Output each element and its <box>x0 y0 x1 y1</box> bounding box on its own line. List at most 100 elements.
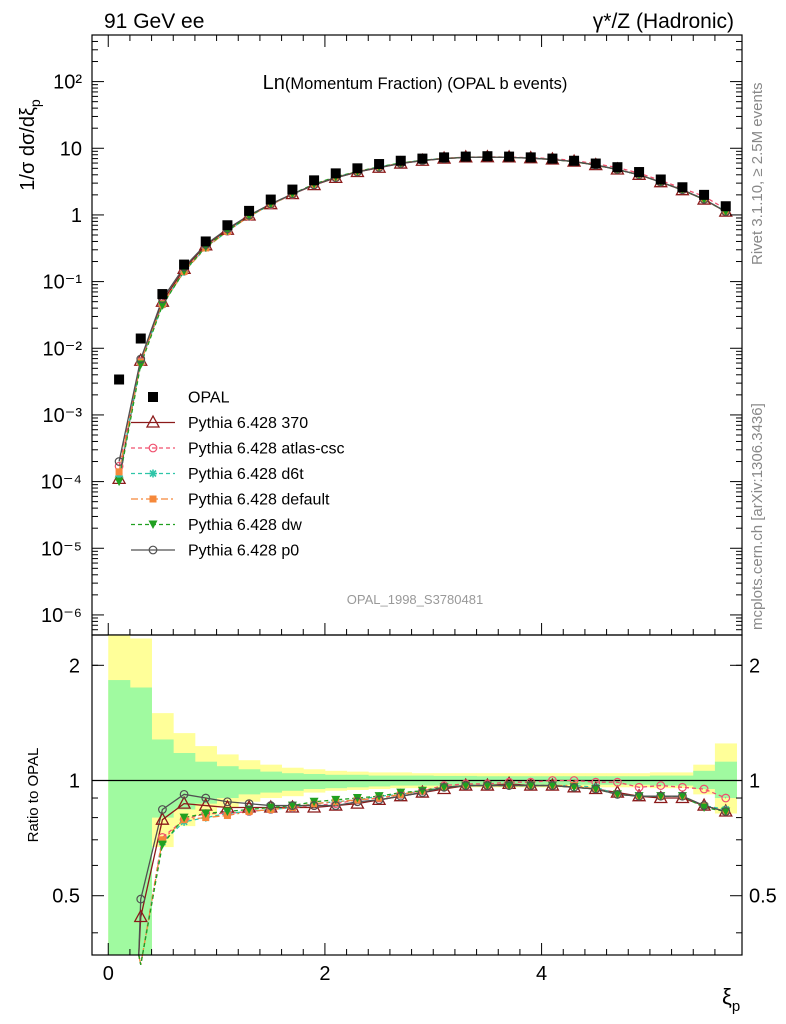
ratio-point-p370 <box>176 795 192 809</box>
ratio-point-dw <box>677 792 687 801</box>
band-inner <box>129 687 152 955</box>
legend-marker-data <box>148 392 158 402</box>
ratio-point-dw <box>699 803 709 813</box>
ratio-point-dw <box>591 785 601 794</box>
ratio-point-dw <box>244 805 254 814</box>
y-tick-label-main: 10⁻¹ <box>43 272 83 294</box>
main-point-data <box>634 167 645 178</box>
band-inner <box>238 769 261 795</box>
ratio-point-p0 <box>223 797 232 807</box>
main-point-p0 <box>114 457 124 466</box>
ratio-point-p0 <box>288 801 297 810</box>
band-inner <box>714 761 737 799</box>
legend-label-dw: Pythia 6.428 dw <box>188 517 302 534</box>
ratio-point-dw <box>266 803 276 813</box>
ratio-panel: 0.5 0.5 1 1 2 2 0 2 4 Ratio to OPAL ξp <box>25 634 777 1015</box>
main-point-data <box>460 151 471 162</box>
ratio-point-p0 <box>244 799 254 809</box>
ratio-point-p0 <box>374 795 384 805</box>
ratio-point-dw <box>547 781 557 791</box>
y-axis-label-ratio: Ratio to OPAL <box>25 748 42 843</box>
mcplots-label: mcplots.cern.ch [arXiv:1306.3436] <box>749 403 766 630</box>
band-inner <box>108 680 131 955</box>
main-point-data <box>525 152 536 163</box>
main-y-ticks: 10⁻⁶ 10⁻⁵ 10⁻⁴ 10⁻³ 10⁻² 10⁻¹ 1 10 10² <box>41 34 742 636</box>
ratio-point-dw <box>287 801 297 811</box>
band-inner <box>216 766 239 799</box>
main-point-data <box>352 163 363 174</box>
main-point-data <box>677 182 688 193</box>
main-point-data <box>135 333 146 344</box>
ratio-point-p0 <box>591 784 601 794</box>
ratio-point-p0 <box>439 782 449 792</box>
y-tick-label-main: 10⁻² <box>43 338 83 360</box>
main-point-data <box>374 159 385 170</box>
ratio-point-p0 <box>309 801 319 810</box>
main-point-data <box>504 151 515 162</box>
ratio-point-p0 <box>613 789 622 799</box>
ratio-point-dw <box>504 781 514 791</box>
ratio-point-p370 <box>133 909 148 923</box>
ratio-point-p370 <box>155 811 170 825</box>
main-point-data <box>222 220 233 231</box>
ratio-point-p0 <box>526 781 536 790</box>
ratio-point-dw <box>634 792 644 801</box>
legend-label-atlas: Pythia 6.428 atlas-csc <box>188 441 345 458</box>
ratio-tick-label-left: 1 <box>69 771 80 793</box>
ratio-point-p0 <box>331 801 341 810</box>
ratio-point-p0 <box>548 781 557 790</box>
ratio-point-dw <box>656 792 666 801</box>
main-point-dw <box>157 301 167 310</box>
main-point-data <box>395 155 406 166</box>
ratio-point-atlas <box>656 781 666 790</box>
ratio-plot-area <box>92 635 742 965</box>
main-point-dw <box>114 477 124 487</box>
ratio-frame <box>91 634 743 956</box>
band-inner <box>173 753 196 810</box>
legend: OPAL Pythia 6.428 370 Pythia 6.428 atlas-c… <box>131 390 345 560</box>
y-tick-label-main: 10⁻⁶ <box>41 605 82 627</box>
band-inner <box>281 773 304 791</box>
main-point-data <box>612 162 623 173</box>
main-point-default <box>115 468 123 476</box>
legend-marker-default <box>149 495 157 503</box>
y-tick-label-main: 10 <box>60 138 82 160</box>
ratio-point-dw <box>461 781 471 791</box>
x-tick-label: 4 <box>536 963 547 985</box>
ratio-point-dw <box>331 795 341 805</box>
y-tick-label-main: 10² <box>53 72 82 94</box>
ratio-point-p0 <box>179 789 189 799</box>
main-point-data <box>569 155 580 166</box>
ratio-point-dw <box>526 781 536 791</box>
header-right: γ*/Z (Hadronic) <box>593 10 734 33</box>
main-point-data <box>179 259 190 270</box>
x-tick-label: 0 <box>103 963 114 985</box>
y-tick-label-main: 1 <box>71 205 82 227</box>
ratio-point-dw <box>482 781 492 791</box>
y-axis-label-main-text: 1/σ dσ/dξ <box>17 107 39 191</box>
ratio-tick-label-right: 1 <box>749 771 760 793</box>
main-point-data <box>114 374 125 385</box>
y-axis-label-main-sub: p <box>27 99 43 107</box>
ratio-point-p0 <box>634 791 644 801</box>
main-point-data <box>244 205 255 216</box>
legend-label-p0: Pythia 6.428 p0 <box>188 543 299 560</box>
ratio-point-p0 <box>136 894 146 904</box>
ratio-point-atlas <box>634 782 644 792</box>
ratio-point-p0 <box>678 791 687 801</box>
main-panel: 10⁻⁶ 10⁻⁵ 10⁻⁴ 10⁻³ 10⁻² 10⁻¹ 1 10 10² Ln(Moment… <box>17 34 743 636</box>
plot-title-main: Ln <box>263 72 285 94</box>
analysis-id: OPAL_1998_S3780481 <box>347 592 483 607</box>
band-inner <box>303 773 326 790</box>
ratio-point-p0 <box>504 781 514 790</box>
y-tick-label-main: 10⁻⁵ <box>41 538 82 560</box>
legend-marker-p0 <box>148 545 158 555</box>
y-tick-label-main: 10⁻⁴ <box>41 472 82 494</box>
band-inner <box>151 739 174 818</box>
x-axis-label-text: ξ <box>722 984 732 1009</box>
ratio-point-atlas <box>613 777 622 787</box>
main-point-data <box>330 168 341 179</box>
ratio-point-p0 <box>266 801 276 810</box>
main-point-data <box>720 201 731 212</box>
main-point-data <box>655 174 666 185</box>
